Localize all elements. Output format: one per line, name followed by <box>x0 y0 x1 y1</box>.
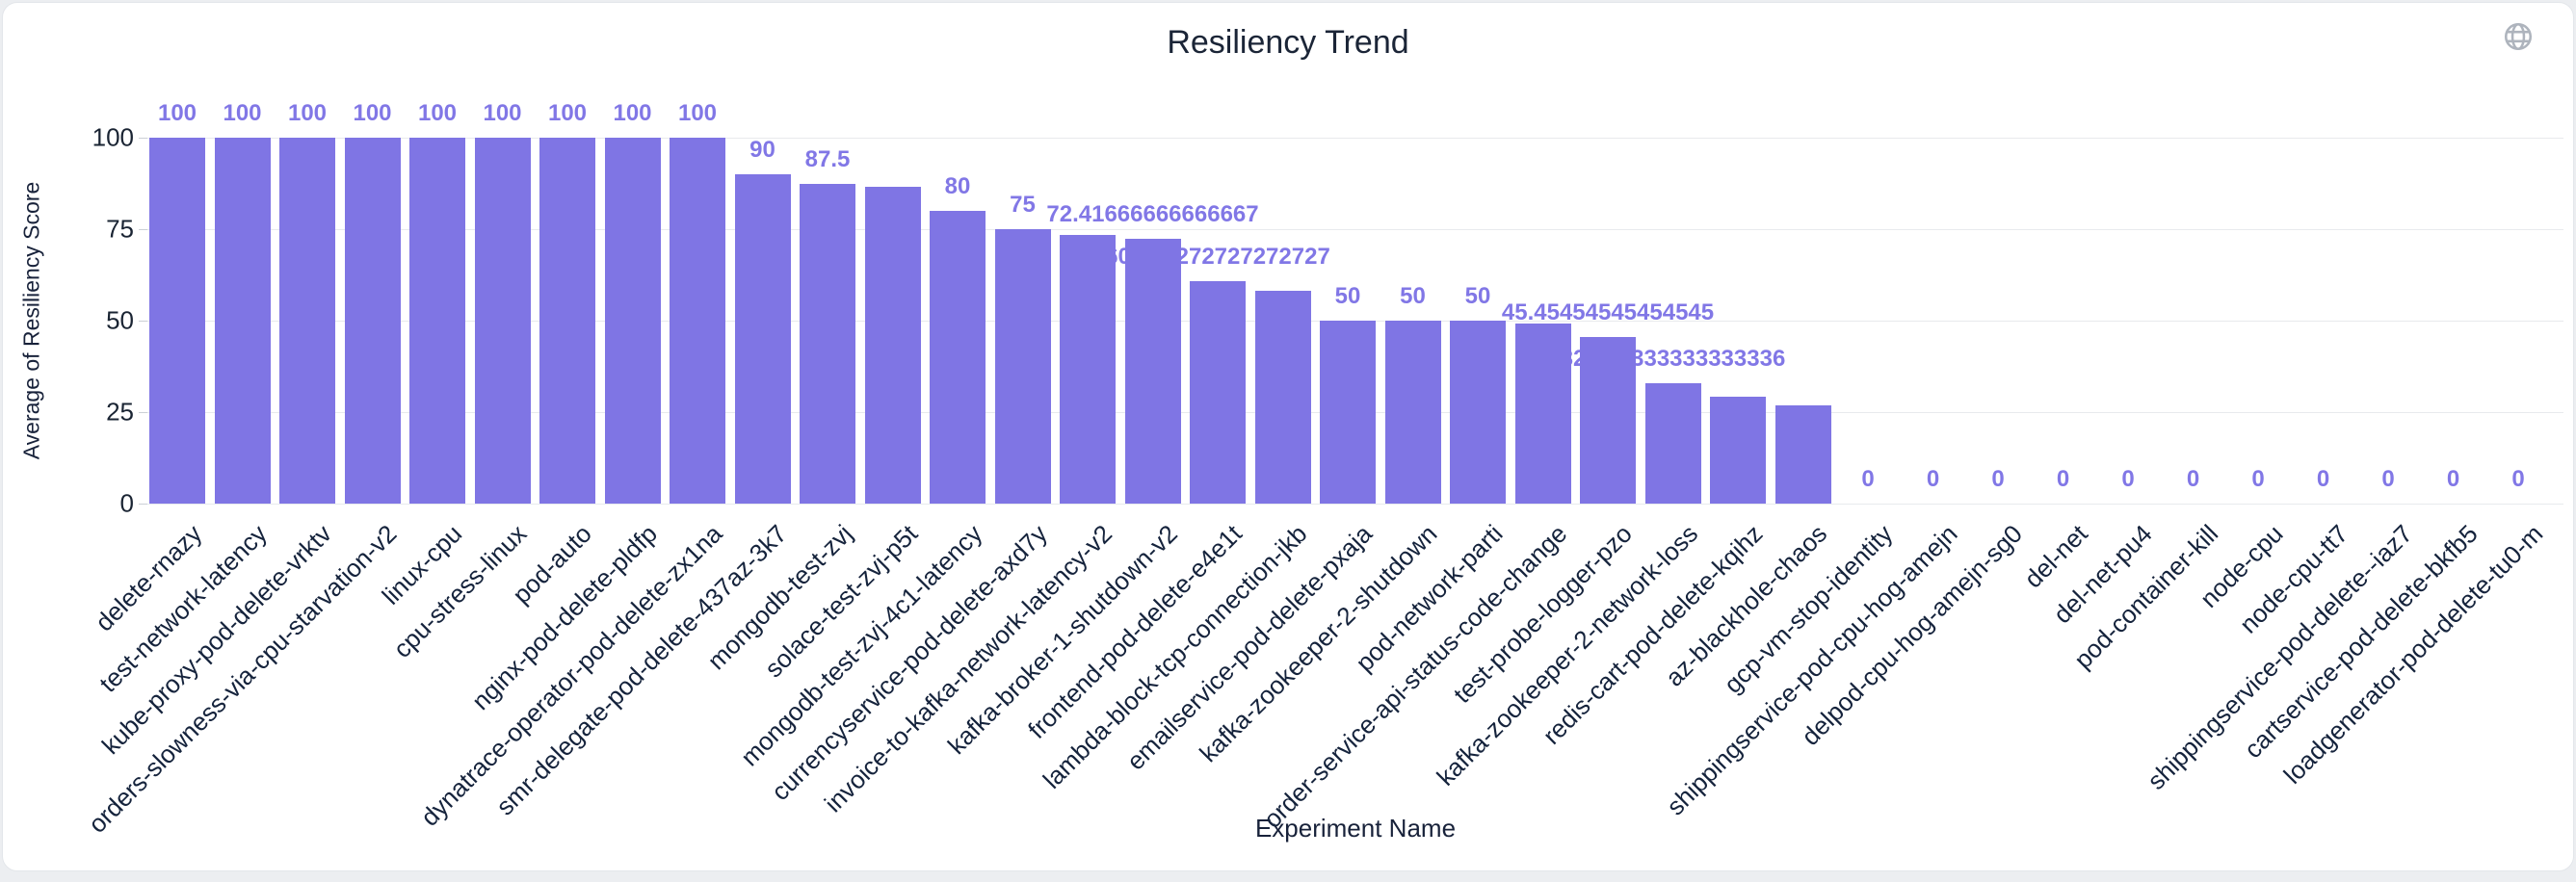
bar-dynatrace-operator-pod-delete-zx1na[interactable] <box>670 138 725 504</box>
bar-mongodb-test-zvj-4c1-latency[interactable] <box>930 211 986 504</box>
bar-value-label: 75 <box>1010 192 1036 218</box>
bar-az-blackhole-chaos[interactable] <box>1774 405 1831 504</box>
y-tick-mark <box>139 412 147 413</box>
bar-value-label: 87.5 <box>804 145 851 172</box>
bar-value-label: 90 <box>749 137 775 163</box>
bar-pod-network-parti[interactable] <box>1450 321 1506 504</box>
bar-currencyservice-pod-delete-axd7y[interactable] <box>994 229 1051 504</box>
y-tick-label: 100 <box>92 122 134 152</box>
bar-value-label: 50 <box>1334 283 1361 309</box>
bar-redis-cart-pod-delete-kqihz[interactable] <box>1710 397 1766 504</box>
bar-value-label: 100 <box>223 100 262 126</box>
bar-value-label: 100 <box>353 100 392 126</box>
bar-frontend-pod-delete-e4e1t[interactable] <box>1190 281 1246 504</box>
bar-orders-slowness-via-cpu-starvation-v2[interactable] <box>344 138 401 504</box>
x-axis-title: Experiment Name <box>1254 814 1457 843</box>
y-tick-mark <box>139 229 147 230</box>
bar-value-label: 80 <box>944 173 971 199</box>
bar-value-label: 0 <box>1991 466 2005 492</box>
bar-value-label: 0 <box>2056 466 2070 492</box>
bar-value-label: 45.45454545454545 <box>1501 299 1715 326</box>
globe-icon[interactable] <box>2502 20 2535 53</box>
bar-value-label: 0 <box>1861 466 1875 492</box>
bar-value-label: 100 <box>287 100 328 126</box>
bar-order-service-api-status-code-change[interactable] <box>1514 324 1571 504</box>
bar-value-label: 0 <box>2186 466 2200 492</box>
bar-kafka-zookeeper-2-shutdown[interactable] <box>1384 321 1441 504</box>
bar-value-label: 100 <box>613 100 652 126</box>
bar-value-label: 72.41666666666667 <box>1046 200 1259 227</box>
bar-nginx-pod-delete-pldfp[interactable] <box>604 138 661 504</box>
bar-mongodb-test-zvj[interactable] <box>800 183 855 504</box>
bar-value-label: 100 <box>157 100 197 126</box>
gridline <box>147 229 2563 230</box>
bar-value-label: 0 <box>2511 466 2525 492</box>
bar-test-probe-logger-pzo[interactable] <box>1580 337 1636 504</box>
y-tick-label: 0 <box>119 488 134 518</box>
gridline <box>147 504 2563 505</box>
bar-kafka-zookeeper-2-network-loss[interactable] <box>1644 383 1701 504</box>
gridline <box>147 138 2563 139</box>
y-tick-mark <box>139 504 147 505</box>
y-tick-mark <box>139 138 147 139</box>
bar-solace-test-zvj-p5t[interactable] <box>864 186 921 504</box>
bar-value-label: 0 <box>2316 466 2330 492</box>
y-tick-label: 75 <box>106 214 134 244</box>
bar-kafka-broker-1-shutdown-v2[interactable] <box>1124 238 1181 504</box>
bar-linux-cpu[interactable] <box>409 138 465 504</box>
bar-value-label: 100 <box>483 100 522 126</box>
bar-value-label: 50 <box>1464 283 1491 309</box>
chart-title: Resiliency Trend <box>1167 24 1409 61</box>
bar-value-label: 100 <box>547 100 588 126</box>
y-tick-label: 50 <box>106 305 134 335</box>
bar-value-label: 0 <box>1926 466 1940 492</box>
bar-lambda-block-tcp-connection-jkb[interactable] <box>1254 290 1311 504</box>
bar-smr-delegate-pod-delete-437az-3k7[interactable] <box>734 174 791 504</box>
bar-value-label: 0 <box>2121 466 2135 492</box>
bar-value-label: 0 <box>2381 466 2395 492</box>
bar-test-network-latency[interactable] <box>214 138 271 504</box>
y-tick-label: 25 <box>106 397 134 427</box>
bar-value-label: 100 <box>417 100 458 126</box>
bar-delete-rnazy[interactable] <box>149 138 205 504</box>
bar-value-label: 0 <box>2446 466 2460 492</box>
bar-kube-proxy-pod-delete-vrktv[interactable] <box>279 138 335 504</box>
bar-emailservice-pod-delete-pxaja[interactable] <box>1320 321 1376 504</box>
bar-invoice-to-kafka-network-latency-v2[interactable] <box>1060 235 1116 504</box>
bar-value-label: 50 <box>1400 283 1426 309</box>
bar-value-label: 0 <box>2251 466 2265 492</box>
bar-value-label: 100 <box>677 100 718 126</box>
bar-pod-auto[interactable] <box>539 138 595 504</box>
bar-cpu-stress-linux[interactable] <box>474 138 531 504</box>
y-tick-mark <box>139 321 147 322</box>
y-axis-title: Average of Resiliency Score <box>18 181 44 460</box>
